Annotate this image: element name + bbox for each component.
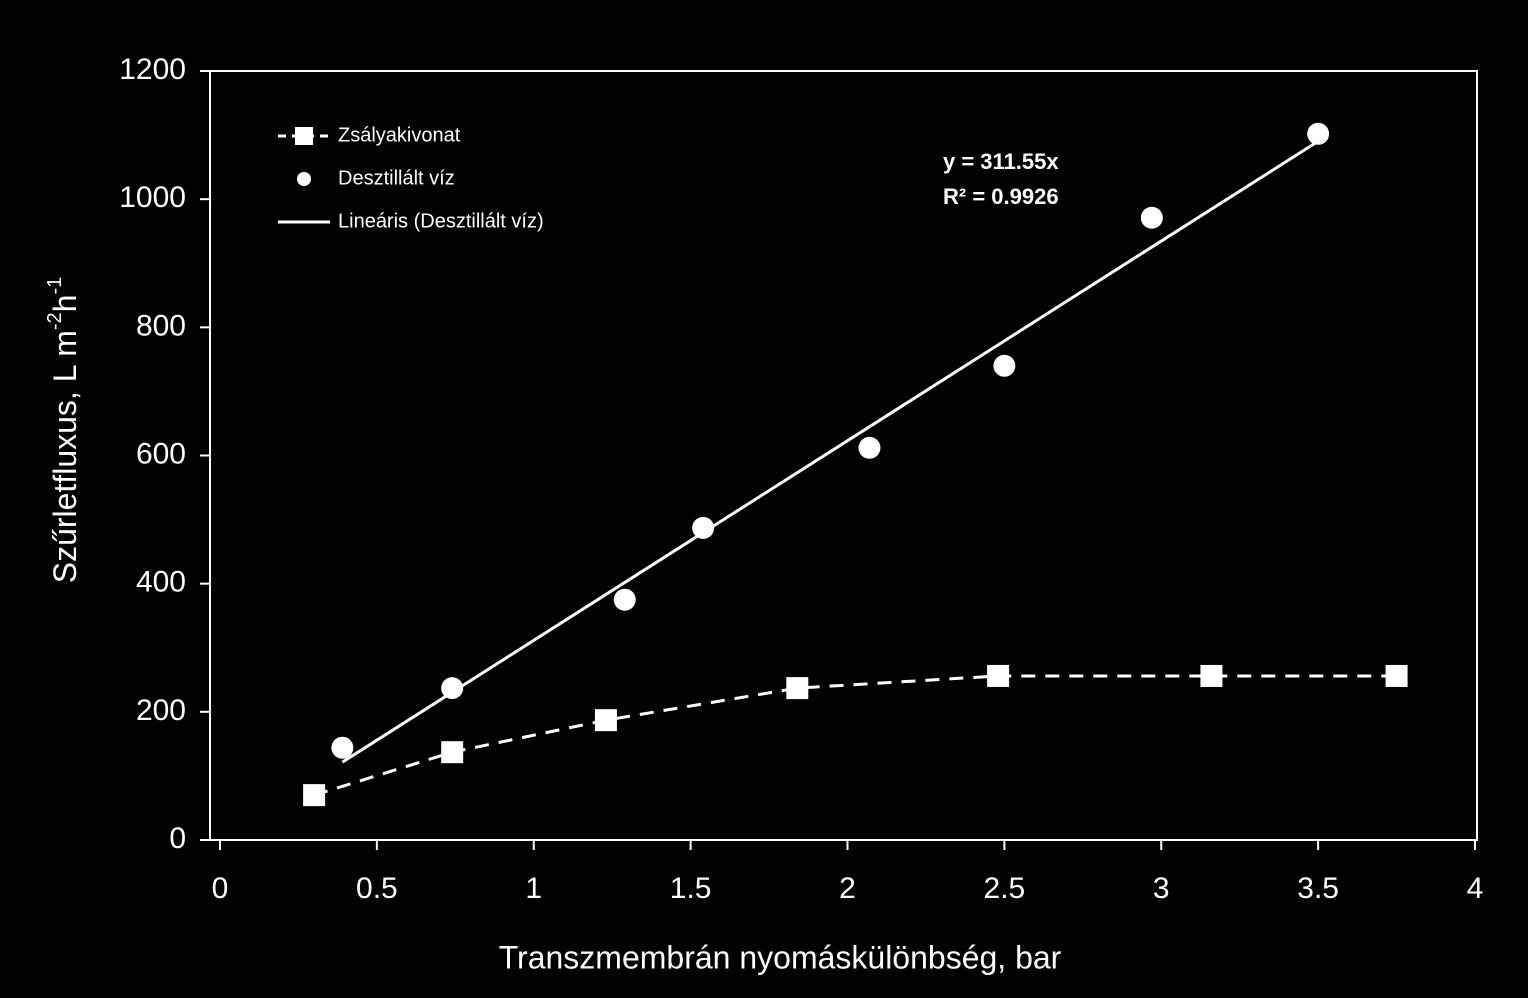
circle-marker bbox=[1307, 122, 1330, 145]
legend-label: Zsályakivonat bbox=[338, 124, 461, 146]
circle-marker bbox=[858, 436, 881, 459]
square-marker bbox=[1200, 664, 1223, 687]
circle-marker bbox=[441, 677, 464, 700]
x-tick-label: 1.5 bbox=[670, 872, 712, 905]
x-tick-label: 4 bbox=[1467, 872, 1484, 905]
y-tick-label: 600 bbox=[136, 437, 186, 470]
annotation: y = 311.55x bbox=[943, 149, 1059, 174]
y-tick-label: 800 bbox=[136, 309, 186, 342]
legend-marker bbox=[295, 127, 313, 145]
circle-marker bbox=[692, 516, 715, 539]
y-tick-label: 200 bbox=[136, 694, 186, 727]
y-axis-label: Szűrletfluxus, L m-2h-1 bbox=[44, 277, 83, 584]
square-marker bbox=[303, 784, 326, 807]
annotation: R² = 0.9926 bbox=[943, 184, 1059, 209]
x-tick-label: 2 bbox=[839, 872, 856, 905]
square-marker bbox=[1385, 664, 1408, 687]
x-tick-label: 0.5 bbox=[356, 872, 398, 905]
circle-marker bbox=[613, 588, 636, 611]
y-label-text: Szűrletfluxus, L m bbox=[47, 330, 83, 583]
square-marker bbox=[594, 709, 617, 732]
x-axis-label: Transzmembrán nyomáskülönbség, bar bbox=[499, 939, 1062, 975]
circle-marker bbox=[331, 736, 354, 759]
series-line bbox=[341, 139, 1319, 764]
circle-marker bbox=[993, 354, 1016, 377]
y-label-text: h bbox=[47, 295, 83, 313]
legend-label: Desztillált víz bbox=[338, 167, 455, 189]
x-tick-label: 3.5 bbox=[1297, 872, 1339, 905]
square-marker bbox=[987, 664, 1010, 687]
circle-marker bbox=[1140, 206, 1163, 229]
y-label-sup: -2 bbox=[44, 312, 66, 330]
x-tick-label: 3 bbox=[1153, 872, 1170, 905]
y-tick-label: 1200 bbox=[119, 53, 186, 86]
y-tick-label: 0 bbox=[169, 822, 186, 855]
x-tick-label: 1 bbox=[525, 872, 542, 905]
square-marker bbox=[786, 677, 809, 700]
legend-marker bbox=[297, 172, 311, 186]
y-tick-label: 400 bbox=[136, 566, 186, 599]
legend-label: Lineáris (Desztillált víz) bbox=[338, 210, 544, 232]
square-marker bbox=[441, 741, 464, 764]
y-tick-label: 1000 bbox=[119, 181, 186, 214]
x-tick-label: 0 bbox=[212, 872, 229, 905]
y-label-sup: -1 bbox=[44, 277, 66, 295]
x-tick-label: 2.5 bbox=[984, 872, 1026, 905]
